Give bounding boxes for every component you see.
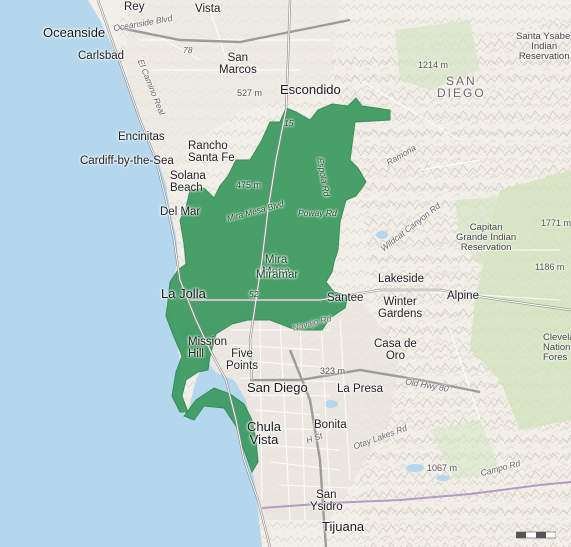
elevation-label-1771: 1771 m	[541, 218, 571, 228]
park-area-north	[395, 20, 480, 90]
city-label-oceanside: Oceanside	[43, 25, 106, 40]
freeways-center	[97, 0, 571, 547]
city-label-la-presa: La Presa	[337, 383, 384, 395]
city-label-san-ysidro: San Ysidro	[310, 489, 343, 513]
city-label-solana-beach: Solana Beach	[170, 170, 206, 194]
reservation-label-santa-ysabel: Santa Ysabel Indian Reservation	[516, 31, 571, 62]
city-label-winter-gardens: Winter Gardens	[378, 296, 423, 320]
city-label-rancho-santa-fe: Rancho Santa Fe	[188, 140, 235, 164]
route-label-52: 52	[249, 289, 259, 299]
coronado-district-area[interactable]	[183, 387, 259, 474]
international-border	[261, 481, 571, 509]
reservation-label-capitan-grande: Capitan Grande Indian Reservation	[456, 222, 517, 253]
city-label-casa-de-oro: Casa de Oro	[374, 338, 417, 362]
city-label-cardiff: Cardiff-by-the-Sea	[80, 155, 174, 167]
city-label-chula-vista: Chula Vista	[247, 419, 281, 447]
city-label-bonita: Bonita	[314, 419, 347, 431]
congressional-district-area[interactable]	[165, 97, 391, 413]
lake-1	[324, 400, 338, 408]
city-label-five-points: Five Points	[226, 348, 258, 372]
route-label-15: 15	[284, 118, 294, 128]
city-label-vista: Vista	[195, 3, 221, 15]
urban-area-north	[125, 0, 340, 200]
city-label-del-mar: Del Mar	[160, 206, 201, 218]
city-label-mission-hills: Mission Hill	[188, 336, 227, 360]
lake-2	[376, 231, 388, 239]
city-label-miramar: Miramar	[256, 269, 299, 281]
elevation-label-475: 475 m	[236, 180, 262, 190]
city-label-escondido: Escondido	[280, 82, 341, 97]
region-label-san-diego: SAN DIEGO	[437, 74, 486, 100]
city-label-la-jolla: La Jolla	[161, 286, 206, 301]
city-label-encinitas: Encinitas	[118, 131, 165, 143]
elevation-label-323: 323 m	[320, 366, 346, 376]
scale-bar	[516, 531, 556, 539]
park-area-south	[430, 420, 500, 480]
reservation-label-cleveland: Clevelan National Fores	[543, 332, 571, 363]
city-label-carlsbad: Carlsbad	[78, 50, 125, 62]
city-label-rey: Rey	[124, 1, 145, 13]
city-label-lakeside: Lakeside	[378, 273, 425, 285]
lake-4	[436, 475, 450, 481]
elevation-label-1186: 1186 m	[535, 262, 565, 272]
city-label-alpine: Alpine	[447, 290, 479, 302]
city-label-san-marcos: San Marcos	[219, 52, 257, 76]
elevation-label-1214: 1214 m	[418, 60, 449, 70]
city-label-mira-mesa: Mira Mesa	[262, 254, 291, 278]
lake-3	[406, 464, 424, 472]
elevation-label-1067: 1067 m	[427, 463, 458, 473]
elevation-label-527: 527 m	[237, 88, 263, 98]
city-label-san-diego: San Diego	[247, 380, 308, 395]
city-label-santee: Santee	[327, 292, 364, 304]
road-label-poway-rd: Poway Rd	[298, 208, 337, 218]
capitan-grande-area	[455, 195, 530, 265]
route-label-78: 78	[183, 45, 193, 55]
city-label-tijuana: Tijuana	[322, 519, 365, 534]
